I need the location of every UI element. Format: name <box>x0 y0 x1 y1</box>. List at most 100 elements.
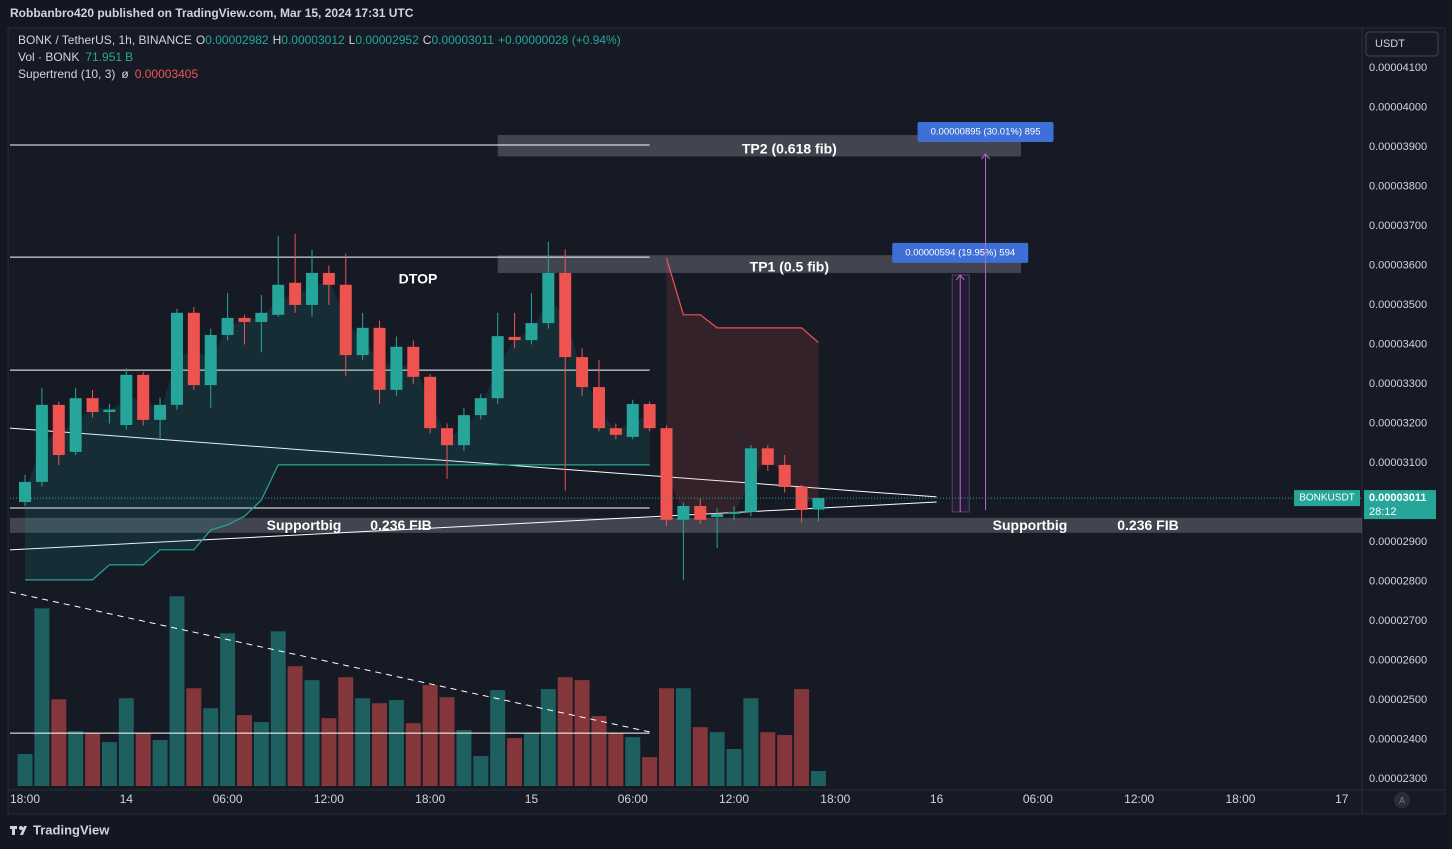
support-label: Supportbig <box>993 517 1068 533</box>
candle-body <box>86 398 99 412</box>
legend-item: 0.00002982 <box>205 33 269 47</box>
measure-label-box <box>917 122 1054 143</box>
x-tick-label: 15 <box>525 792 539 806</box>
legend-line: Supertrend (10, 3) ø 0.00003405 <box>18 67 198 81</box>
volume-bar <box>203 708 219 786</box>
legend-item: C <box>423 33 432 47</box>
candle-body <box>221 317 234 335</box>
candle-body <box>137 374 150 420</box>
legend-item: 0.00003011 <box>431 33 494 47</box>
candle-body <box>120 374 133 426</box>
x-tick-label: 18:00 <box>10 792 40 806</box>
candle-body <box>592 387 605 429</box>
candle-body <box>474 398 487 416</box>
volume-bar <box>118 698 134 786</box>
volume-bar <box>355 698 371 786</box>
volume-bar <box>85 733 101 786</box>
candle-body <box>660 428 673 520</box>
x-tick-label: 18:00 <box>820 792 850 806</box>
x-tick-label: 12:00 <box>314 792 344 806</box>
y-tick-label: 0.00003300 <box>1369 378 1427 390</box>
legend-item: +0.00000028 (+0.94%) <box>498 33 621 47</box>
plot-area <box>10 135 1362 786</box>
candle-body <box>559 272 572 358</box>
volume-bar <box>540 689 556 786</box>
auto-scale-button[interactable] <box>1394 792 1410 808</box>
zone-box <box>10 517 1362 533</box>
measure-label-box <box>892 242 1029 263</box>
volume-bar <box>405 723 421 786</box>
candle-body <box>272 284 285 315</box>
volume-bar <box>726 748 742 786</box>
x-tick-label: 18:00 <box>1225 792 1255 806</box>
volume-bar <box>692 727 708 786</box>
volume-bar <box>659 688 675 786</box>
candle-body <box>711 513 724 518</box>
zone-label: TP1 (0.5 fib) <box>750 259 829 275</box>
supertrend-line <box>25 464 650 581</box>
publisher: Robbanbro420 published on TradingView.co… <box>10 6 414 20</box>
auto-scale-label[interactable]: A <box>1399 795 1405 805</box>
volume-bar <box>591 716 607 786</box>
candle-body <box>778 464 791 488</box>
x-tick-label: 16 <box>930 792 944 806</box>
volume-bar <box>608 733 624 786</box>
legend-item: BONK / TetherUS, 1h, BINANCE <box>18 33 192 47</box>
y-tick-label: 0.00003700 <box>1369 220 1427 232</box>
candle-body <box>525 323 538 341</box>
volume-bar <box>709 732 725 786</box>
support-label: 0.236 FIB <box>370 517 431 533</box>
y-tick-label: 0.00002800 <box>1369 575 1427 587</box>
ticker-tag <box>1294 490 1360 507</box>
candle-body <box>52 404 65 456</box>
candle-body <box>255 312 268 322</box>
x-tick-label: 06:00 <box>1023 792 1053 806</box>
candle-body <box>576 357 589 388</box>
volume-bar <box>625 737 641 786</box>
candle-body <box>390 346 403 390</box>
candle-body <box>542 272 555 324</box>
x-tick-label: 18:00 <box>415 792 445 806</box>
y-tick-label: 0.00003600 <box>1369 259 1427 271</box>
volume-bar <box>794 689 810 786</box>
countdown: 28:12 <box>1369 506 1397 518</box>
price-tag-value: 0.00003011 <box>1369 492 1427 504</box>
zone-box <box>497 135 1022 157</box>
y-tick-label: 0.00002900 <box>1369 536 1427 548</box>
x-tick-label: 12:00 <box>1124 792 1154 806</box>
currency-box[interactable] <box>1365 31 1439 57</box>
y-tick-label: 0.00003500 <box>1369 299 1427 311</box>
legend-item: Supertrend (10, 3) <box>18 67 115 81</box>
volume-bar <box>253 722 269 786</box>
volume-bar <box>270 631 286 786</box>
price-tag <box>1364 490 1436 520</box>
candle-body <box>306 272 319 305</box>
y-tick-label: 0.00004000 <box>1369 101 1427 113</box>
candle-body <box>339 284 352 356</box>
volume-bar <box>675 688 691 786</box>
candle-body <box>457 415 470 446</box>
zone-box <box>497 255 1022 273</box>
measure-arrow-head <box>955 274 965 281</box>
zone-label: TP2 (0.618 fib) <box>742 140 837 156</box>
candle-body <box>761 448 774 465</box>
candle-body <box>795 487 808 510</box>
candle-body <box>69 398 82 452</box>
pattern-label: DTOP <box>399 271 438 287</box>
currency[interactable]: USDT <box>1375 38 1405 50</box>
volume-bar <box>220 633 236 786</box>
volume-bar <box>439 697 455 786</box>
legend-item: 0.00003405 <box>135 67 199 81</box>
legend-line: Vol · BONK 71.951 B <box>18 50 133 64</box>
volume-bar <box>523 733 539 786</box>
volume-bar <box>372 703 388 786</box>
candle-body <box>373 327 386 390</box>
legend-item: B <box>125 50 133 64</box>
volume-bar <box>287 666 303 786</box>
measure-arrow-head <box>981 153 990 160</box>
candle-body <box>187 312 200 386</box>
volume-bar <box>338 677 354 786</box>
candle-body <box>508 336 521 341</box>
volume-bar <box>810 771 826 786</box>
measure-label: 0.00000895 (30.01%) 895 <box>931 127 1041 138</box>
